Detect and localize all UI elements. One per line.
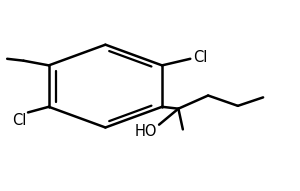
- Text: Cl: Cl: [12, 113, 26, 128]
- Text: Cl: Cl: [193, 50, 207, 65]
- Text: HO: HO: [135, 124, 158, 139]
